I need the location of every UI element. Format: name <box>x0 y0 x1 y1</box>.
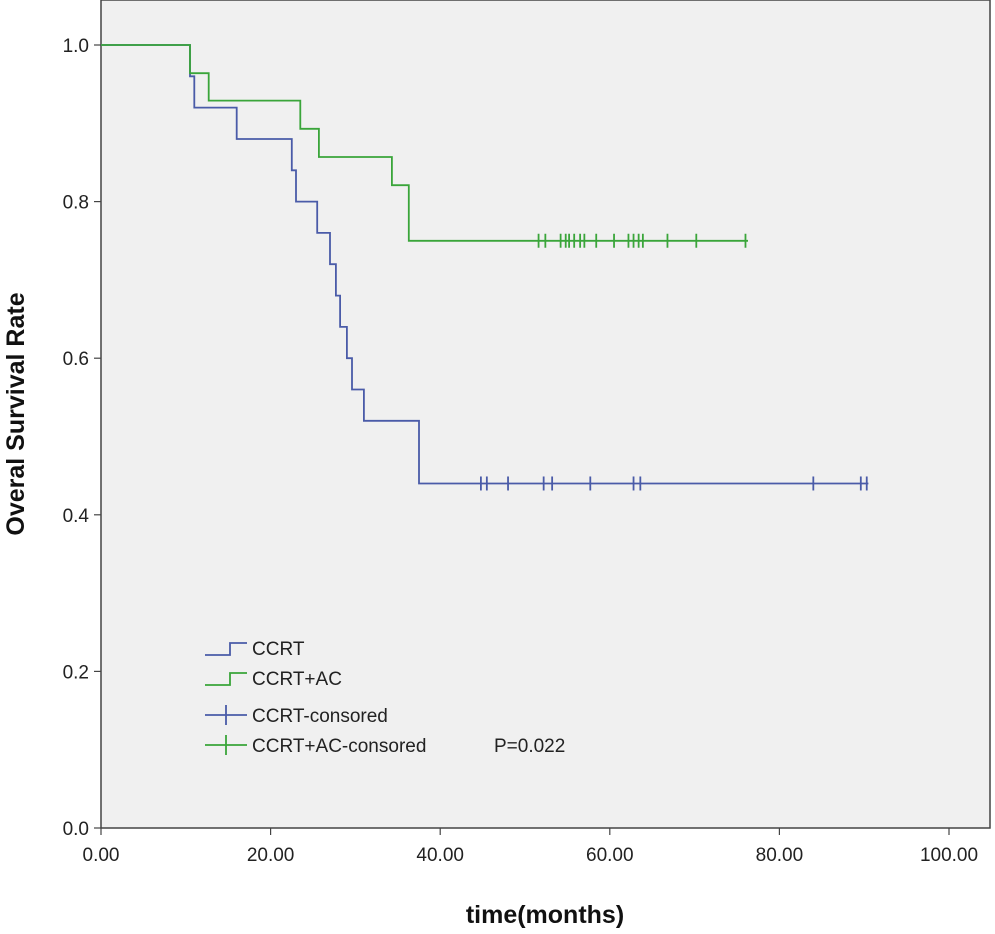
legend-item-ccrt-ac-censored: CCRT+AC-consored P=0.022 <box>205 735 565 757</box>
censor-marks <box>480 233 868 491</box>
legend-label-ccrt-censored: CCRT-consored <box>252 706 388 727</box>
y-axis: 0.0 0.2 0.4 0.6 0.8 1.0 <box>63 36 101 840</box>
x-tick-label: 0.00 <box>83 845 120 866</box>
y-axis-title: Overal Survival Rate <box>2 292 30 535</box>
legend-item-ccrt-ac: CCRT+AC <box>205 669 342 690</box>
y-tick-label: 0.6 <box>63 349 89 370</box>
y-tick-label: 0.8 <box>63 193 89 214</box>
x-axis-title: time(months) <box>466 901 624 929</box>
legend-swatch-ccrt-censored <box>205 705 247 725</box>
survival-curve-ccrt <box>101 44 869 485</box>
legend-item-ccrt-censored: CCRT-consored <box>205 705 388 727</box>
x-tick-label: 40.00 <box>416 845 464 866</box>
plot-background <box>100 0 991 829</box>
x-axis: 0.00 20.00 40.00 60.00 80.00 100.00 <box>83 828 978 866</box>
legend-label-ccrt-ac-censored: CCRT+AC-consored <box>252 736 426 757</box>
survival-curves <box>101 44 869 485</box>
legend-swatch-ccrt-ac <box>205 672 247 686</box>
x-tick-label: 20.00 <box>247 845 295 866</box>
legend-label-ccrt: CCRT <box>252 639 305 660</box>
legend-item-ccrt: CCRT <box>205 639 305 660</box>
y-tick-label: 0.0 <box>63 819 89 840</box>
legend-swatch-ccrt-ac-censored <box>205 735 247 755</box>
y-tick-label: 1.0 <box>63 36 89 57</box>
survival-curve-ccrt-ac <box>101 44 748 242</box>
p-value-label: P=0.022 <box>494 736 565 757</box>
x-tick-label: 60.00 <box>586 845 634 866</box>
legend-label-ccrt-ac: CCRT+AC <box>252 669 342 690</box>
legend-swatch-ccrt <box>205 642 247 656</box>
y-tick-label: 0.2 <box>63 662 89 683</box>
y-tick-label: 0.4 <box>63 506 90 527</box>
x-tick-label: 80.00 <box>756 845 804 866</box>
legend: CCRT CCRT+AC CCRT-consored CCRT+AC-conso… <box>205 639 565 757</box>
x-tick-label: 100.00 <box>920 845 978 866</box>
